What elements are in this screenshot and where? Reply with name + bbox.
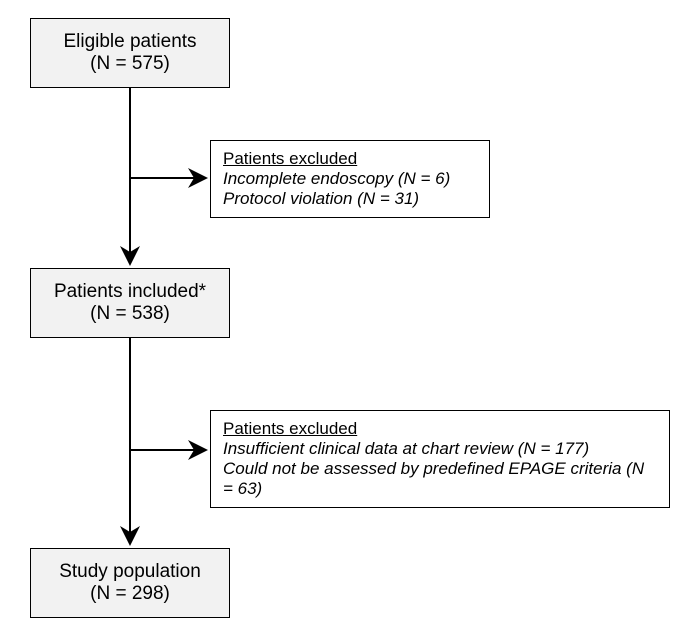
node-eligible: Eligible patients (N = 575) bbox=[30, 18, 230, 88]
exclusion-box-1: Patients excluded Incomplete endoscopy (… bbox=[210, 140, 490, 218]
node-eligible-line1: Eligible patients bbox=[63, 31, 196, 53]
exclusion-box-2: Patients excluded Insufficient clinical … bbox=[210, 410, 670, 508]
exclusion-1-header: Patients excluded bbox=[223, 149, 477, 169]
node-study-line2: (N = 298) bbox=[90, 583, 170, 605]
exclusion-2-line-0: Insufficient clinical data at chart revi… bbox=[223, 439, 657, 459]
node-eligible-line2: (N = 575) bbox=[90, 53, 170, 75]
exclusion-2-line-1: Could not be assessed by predefined EPAG… bbox=[223, 459, 657, 499]
node-study: Study population (N = 298) bbox=[30, 548, 230, 618]
node-study-line1: Study population bbox=[59, 561, 201, 583]
node-included-line2: (N = 538) bbox=[90, 303, 170, 325]
exclusion-2-header: Patients excluded bbox=[223, 419, 657, 439]
node-included-line1: Patients included* bbox=[54, 281, 206, 303]
exclusion-1-line-1: Protocol violation (N = 31) bbox=[223, 189, 477, 209]
node-included: Patients included* (N = 538) bbox=[30, 268, 230, 338]
exclusion-1-line-0: Incomplete endoscopy (N = 6) bbox=[223, 169, 477, 189]
